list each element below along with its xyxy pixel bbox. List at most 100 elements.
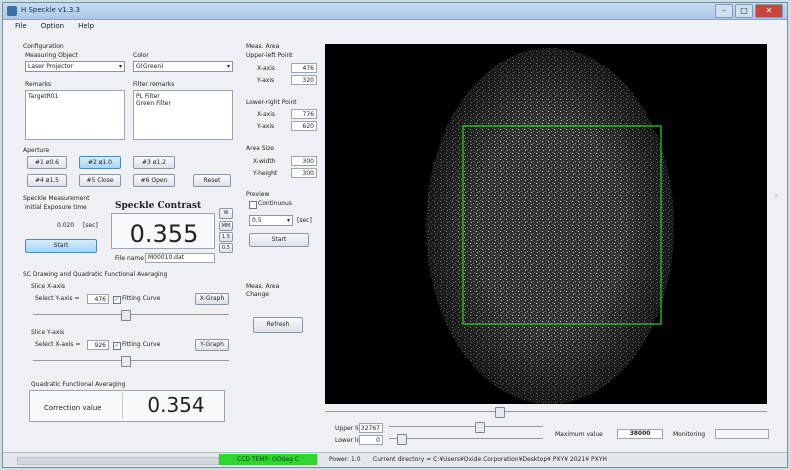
slider-thumb[interactable] xyxy=(121,356,131,367)
select-x-input[interactable]: 926 xyxy=(87,340,109,350)
upper-limit-label: Upper limit xyxy=(335,425,369,432)
side-button-0-5[interactable]: 0.5 xyxy=(219,243,233,253)
slider-track xyxy=(33,314,229,315)
side-button-mm[interactable]: MM xyxy=(219,221,233,231)
configuration-label: Configuration xyxy=(23,43,64,50)
file-name-value: M00010.dat xyxy=(148,254,185,261)
image-horizontal-scrollbar[interactable] xyxy=(325,406,767,418)
lower-right-label: Lower-right Point xyxy=(246,99,297,106)
aperture-3-button[interactable]: #3 ø1.2 xyxy=(133,156,175,169)
height-label: Y-height xyxy=(253,170,278,177)
area-size-label: Area Size xyxy=(246,145,275,152)
x-axis-slider[interactable] xyxy=(33,355,229,367)
y-graph-button[interactable]: Y-Graph xyxy=(195,339,229,351)
preview-unit: [sec] xyxy=(297,217,312,224)
chevron-down-icon: ▾ xyxy=(286,217,290,224)
start-measurement-button[interactable]: Start xyxy=(25,239,97,253)
x-graph-button[interactable]: X-Graph xyxy=(195,293,229,305)
side-button-w[interactable]: W xyxy=(219,208,233,219)
close-button[interactable]: ✕ xyxy=(755,4,783,18)
area-width-input[interactable]: 300 xyxy=(291,156,317,166)
aperture-4-button[interactable]: #4 ø1.5 xyxy=(27,174,67,187)
upper-left-x-input[interactable]: 476 xyxy=(291,63,317,73)
speckle-contrast-title: Speckle Contrast xyxy=(115,201,202,211)
aperture-5-button[interactable]: #5 Close xyxy=(79,174,121,187)
maximum-value-field: 38000 xyxy=(617,429,663,439)
speckle-measurement-label: Speckle Measurement xyxy=(23,195,90,202)
panel-expand-icon[interactable]: › xyxy=(774,191,778,201)
fitting-curve-1-label: Fitting Curve xyxy=(122,295,161,302)
filter-remarks-textbox[interactable]: PL Filter Green Filter xyxy=(133,90,233,140)
aperture-label: Aperture xyxy=(23,147,50,154)
divider xyxy=(122,393,123,419)
exposure-unit: [sec] xyxy=(83,222,98,229)
continuous-checkbox[interactable]: ✓ xyxy=(249,201,257,209)
aperture-2-button[interactable]: #2 ø1.0 xyxy=(79,156,121,169)
speckle-contrast-value: 0.355 xyxy=(129,220,199,248)
file-name-field[interactable]: M00010.dat xyxy=(145,253,215,263)
filter-remark-line: PL Filter xyxy=(136,93,160,100)
slider-thumb[interactable] xyxy=(397,434,407,445)
color-select[interactable]: G(Green) ▾ xyxy=(133,61,233,72)
speckle-image xyxy=(426,48,674,404)
upper-limit-input[interactable]: 32767 xyxy=(359,423,383,433)
preview-exposure-select[interactable]: 0.5 ▾ xyxy=(249,215,293,226)
remarks-textbox[interactable]: TargetR01 xyxy=(25,90,125,140)
app-icon xyxy=(7,6,17,16)
side-button-1-5[interactable]: 1.5 xyxy=(219,232,233,242)
slider-thumb[interactable] xyxy=(495,407,505,418)
width-label: X-width xyxy=(253,158,276,165)
y-axis-label: Y-axis xyxy=(257,77,275,84)
lower-limit-input[interactable]: 0 xyxy=(359,435,383,445)
aperture-1-button[interactable]: #1 ø0.6 xyxy=(27,156,67,169)
aperture-6-button[interactable]: #6 Open xyxy=(133,174,175,187)
filter-remark-line: Green Filter xyxy=(136,100,171,107)
lower-right-x-input[interactable]: 776 xyxy=(291,109,317,119)
continuous-label: Continuous xyxy=(258,200,292,207)
maximum-value-label: Maximum value xyxy=(555,431,603,438)
menu-help[interactable]: Help xyxy=(78,22,95,30)
power-status: Power: 1.0 xyxy=(329,456,361,463)
remarks-value: TargetR01 xyxy=(28,93,59,100)
exposure-value: 0.020 xyxy=(57,222,75,229)
slider-thumb[interactable] xyxy=(121,310,131,321)
file-name-label: File name xyxy=(115,255,144,262)
select-y-input[interactable]: 476 xyxy=(87,294,109,304)
fitting-curve-1-checkbox[interactable]: ✓ xyxy=(113,296,121,304)
title-bar[interactable]: H Speckle v1.3.3 – □ ✕ xyxy=(3,3,787,20)
slider-track xyxy=(389,426,543,427)
speckle-contrast-box: 0.355 xyxy=(111,213,215,249)
window-title: H Speckle v1.3.3 xyxy=(21,6,81,14)
color-label: Color xyxy=(133,52,149,59)
measuring-object-select[interactable]: Laser Projector ▾ xyxy=(25,61,125,72)
y-axis-slider[interactable] xyxy=(33,309,229,321)
maximize-button[interactable]: □ xyxy=(735,4,753,18)
preview-exposure-value: 0.5 xyxy=(252,217,262,224)
measuring-object-value: Laser Projector xyxy=(28,63,73,70)
measuring-object-label: Measuring Object xyxy=(25,52,78,59)
meas-area-change-label-2: Change xyxy=(246,291,269,298)
upper-left-y-input[interactable]: 320 xyxy=(291,75,317,85)
upper-limit-slider[interactable] xyxy=(389,421,543,433)
menu-file[interactable]: File xyxy=(15,22,27,30)
monitoring-field xyxy=(715,429,769,439)
menu-option[interactable]: Option xyxy=(40,22,65,30)
lower-right-y-input[interactable]: 620 xyxy=(291,121,317,131)
measurement-area-rect[interactable] xyxy=(462,125,662,325)
area-height-input[interactable]: 300 xyxy=(291,168,317,178)
fitting-curve-2-checkbox[interactable]: ✓ xyxy=(113,342,121,350)
preview-label: Preview xyxy=(246,191,270,198)
camera-image-panel[interactable] xyxy=(325,44,767,404)
lower-limit-slider[interactable] xyxy=(389,433,543,445)
slider-thumb[interactable] xyxy=(475,422,485,433)
monitoring-label: Monitoring xyxy=(673,431,706,438)
chevron-down-icon: ▾ xyxy=(118,63,122,70)
reset-button[interactable]: Reset xyxy=(193,174,231,187)
y-axis-label: Y-axis xyxy=(257,123,275,130)
remarks-label: Remarks xyxy=(25,81,52,88)
refresh-button[interactable]: Refresh xyxy=(253,317,303,333)
minimize-button[interactable]: – xyxy=(715,4,733,18)
correction-box: Correction value 0.354 xyxy=(29,390,225,422)
preview-start-button[interactable]: Start xyxy=(249,233,309,247)
